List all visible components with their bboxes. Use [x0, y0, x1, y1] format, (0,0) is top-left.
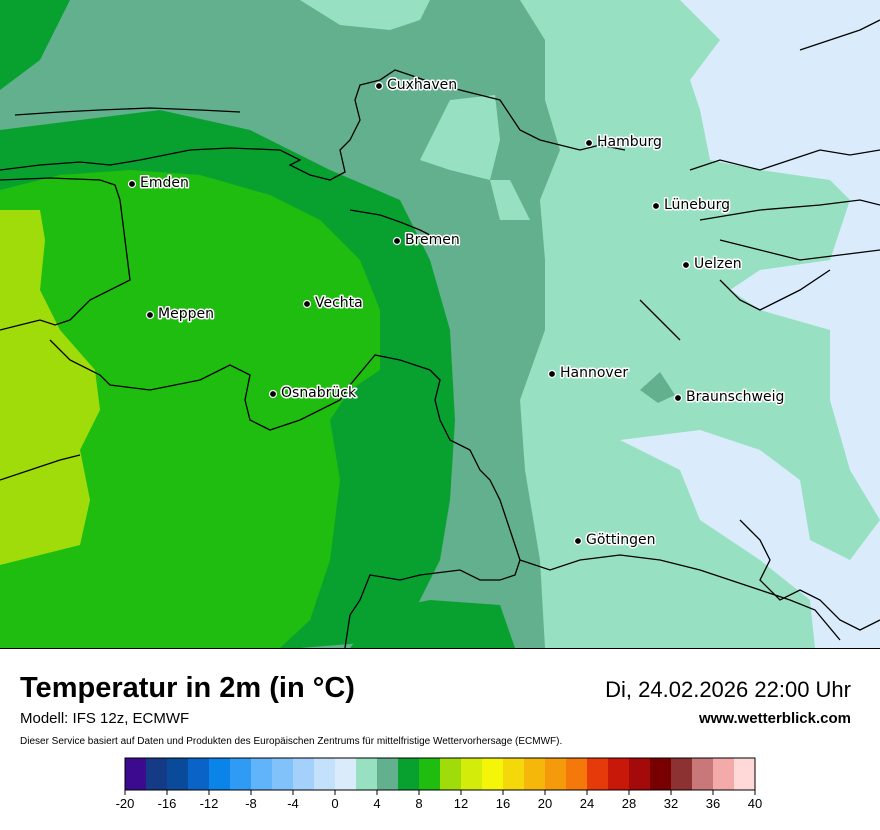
city-bremen: Bremen — [392, 231, 461, 250]
legend-swatch — [671, 758, 693, 790]
legend-border — [124, 757, 756, 791]
city-label: Hannover — [560, 365, 628, 381]
temp-zone-6-8-top — [0, 0, 70, 90]
city-label: Braunschweig — [686, 389, 784, 405]
color-legend: -20 -16 -12 -8 -4 0 4 8 12 16 20 24 28 32 36 40 — [110, 756, 770, 816]
legend-tick-label: 12 — [454, 796, 468, 811]
temp-zone-8-10 — [0, 170, 380, 648]
legend-swatch — [713, 758, 735, 790]
city-label: Osnabrück — [281, 385, 357, 401]
legend-swatch — [419, 758, 441, 790]
city-uelzen: Uelzen — [681, 255, 743, 274]
temperature-map: Cuxhaven Hamburg Emden Lüneburg Bremen U… — [0, 0, 880, 649]
legend-swatch — [587, 758, 609, 790]
legend-swatch — [188, 758, 210, 790]
forecast-datetime: Di, 24.02.2026 22:00 Uhr — [605, 677, 851, 702]
legend-tick-label: 0 — [331, 796, 338, 811]
legend-swatch — [335, 758, 357, 790]
legend-tick-label: 8 — [415, 796, 422, 811]
legend-tick-label: 24 — [580, 796, 594, 811]
legend-tick-label: 16 — [496, 796, 510, 811]
temp-zone-10-12 — [0, 210, 100, 565]
legend-tick-label: -16 — [158, 796, 177, 811]
legend-swatch — [125, 758, 147, 790]
legend-tick-label: 36 — [706, 796, 720, 811]
legend-tick-label: 20 — [538, 796, 552, 811]
legend-tick-label: -4 — [287, 796, 299, 811]
city-markers: Cuxhaven Hamburg Emden Lüneburg Bremen U… — [127, 76, 786, 550]
legend-swatch — [314, 758, 336, 790]
legend-tick-label: -12 — [200, 796, 219, 811]
legend-swatch — [734, 758, 756, 790]
legend-swatch — [482, 758, 504, 790]
city-label: Lüneburg — [664, 197, 730, 213]
borders — [0, 19, 880, 648]
temp-zone-4-6-island — [640, 372, 675, 403]
city-label: Cuxhaven — [387, 77, 457, 93]
legend-swatch — [503, 758, 525, 790]
city-label: Bremen — [405, 232, 460, 248]
legend-swatch — [566, 758, 588, 790]
city-emden: Emden — [127, 174, 190, 193]
legend-swatch — [209, 758, 231, 790]
city-label: Vechta — [315, 295, 363, 311]
city-braunschweig: Braunschweig — [673, 388, 786, 407]
disclaimer: Dieser Service basiert auf Daten und Pro… — [20, 736, 563, 747]
legend-swatch — [356, 758, 378, 790]
website-link[interactable]: www.wetterblick.com — [699, 710, 851, 727]
legend-swatch — [251, 758, 273, 790]
temp-zone-0-2 — [620, 0, 880, 648]
legend-swatch — [692, 758, 714, 790]
legend-tick-label: 32 — [664, 796, 678, 811]
legend-swatch — [398, 758, 420, 790]
legend-tick-label: 4 — [373, 796, 380, 811]
legend-tick-label: 40 — [748, 796, 762, 811]
legend-swatch — [293, 758, 315, 790]
city-cuxhaven: Cuxhaven — [374, 76, 459, 95]
legend-swatch — [377, 758, 399, 790]
city-label: Emden — [140, 175, 189, 191]
legend-swatch — [230, 758, 252, 790]
city-lueneburg: Lüneburg — [651, 196, 732, 215]
city-label: Göttingen — [586, 532, 656, 548]
city-meppen: Meppen — [145, 305, 215, 324]
map-title: Temperatur in 2m (in °C) — [20, 672, 355, 704]
city-goettingen: Göttingen — [573, 531, 657, 550]
model-info: Modell: IFS 12z, ECMWF — [20, 710, 190, 727]
legend-swatch — [461, 758, 483, 790]
city-hannover: Hannover — [547, 364, 630, 383]
city-osnabrueck: Osnabrück — [268, 384, 358, 403]
legend-tick-label: 28 — [622, 796, 636, 811]
city-label: Hamburg — [597, 134, 662, 150]
city-label: Uelzen — [694, 256, 742, 272]
legend-swatch — [272, 758, 294, 790]
legend-tick-label: -8 — [245, 796, 257, 811]
legend-swatch — [629, 758, 651, 790]
city-hamburg: Hamburg — [584, 133, 663, 152]
city-label: Meppen — [158, 306, 214, 322]
legend-tick-label: -20 — [116, 796, 135, 811]
legend-swatch — [545, 758, 567, 790]
legend-swatch — [608, 758, 630, 790]
temp-zone-6-8-bottom — [350, 600, 515, 648]
legend-swatch — [167, 758, 189, 790]
legend-swatch — [524, 758, 546, 790]
city-vechta: Vechta — [302, 294, 364, 313]
legend-swatch — [146, 758, 168, 790]
legend-swatch — [440, 758, 462, 790]
legend-swatch — [650, 758, 672, 790]
